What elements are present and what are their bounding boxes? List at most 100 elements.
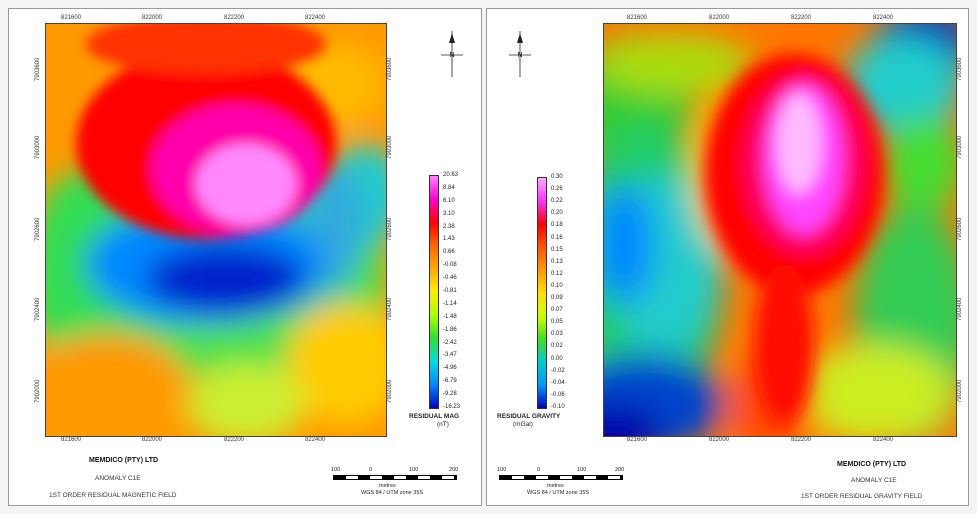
- y-tick-right: 7903000: [957, 135, 963, 159]
- legend-value-label: -1.14: [443, 300, 457, 307]
- x-tick-bottom: 821600: [61, 437, 82, 443]
- scale-label: 0: [369, 467, 373, 473]
- y-tick-right: 7902600: [957, 217, 963, 241]
- x-tick-bottom: 822400: [873, 437, 894, 443]
- legend-value-label: 0.18: [551, 222, 563, 229]
- magnetic-map-graphic: [46, 24, 386, 436]
- legend-value-label: 0.16: [551, 234, 563, 241]
- legend-value-label: -3.47: [443, 352, 457, 359]
- y-tick-right: 7902000: [387, 379, 393, 403]
- legend-value-label: -0.81: [443, 288, 457, 294]
- field-title: 1ST ORDER RESIDUAL GRAVITY FIELD: [801, 493, 923, 500]
- y-tick-right: 7902000: [957, 379, 963, 403]
- legend-value-label: -2.42: [443, 339, 457, 346]
- legend-value-label: 0.12: [551, 270, 563, 277]
- x-tick-bottom: 821600: [627, 437, 648, 443]
- scale-label: 100: [497, 467, 507, 473]
- x-tick-bottom: 822000: [709, 437, 730, 443]
- legend-value-label: 0.09: [551, 295, 563, 302]
- legend-value-label: 6.10: [443, 197, 455, 204]
- x-tick-top: 822400: [873, 15, 894, 21]
- x-tick-top: 821600: [61, 15, 82, 21]
- legend-value-label: -6.79: [443, 378, 457, 385]
- legend-unit: (mGal): [513, 421, 533, 428]
- legend-value-label: 0.07: [551, 307, 563, 314]
- anomaly-label: ANOMALY C1E: [851, 477, 897, 484]
- scale-label: 100: [577, 467, 587, 473]
- scale-bar: [499, 475, 623, 480]
- legend-value-label: -1.86: [443, 326, 457, 333]
- legend-value-label: 0.22: [551, 198, 563, 205]
- gravity-sheet: 821600 822000 822200 822400 821600 82200…: [486, 8, 969, 506]
- legend-value-label: 1.43: [443, 236, 455, 243]
- scale-label: 200: [615, 467, 625, 473]
- north-letter: N: [517, 52, 522, 59]
- residual-magnetic-map: [45, 23, 387, 437]
- x-tick-bottom: 822000: [142, 437, 163, 443]
- gravity-map-graphic: [604, 24, 956, 436]
- north-arrow-icon: N: [437, 29, 467, 79]
- y-tick-right: 7903600: [387, 57, 393, 81]
- legend-value-label: -0.04: [551, 379, 565, 386]
- scale-label: 0: [537, 467, 541, 473]
- legend-value-label: 8.84: [443, 184, 455, 191]
- company-name: MEMDICO (PTY) LTD: [837, 461, 907, 468]
- scale-unit: metres: [547, 483, 564, 489]
- x-tick-top: 822400: [305, 15, 326, 21]
- scale-unit: metres: [379, 483, 396, 489]
- legend-value-label: 0.15: [551, 246, 563, 253]
- y-tick: 7902400: [35, 297, 41, 321]
- projection-label: WGS 84 / UTM zone 35S: [361, 490, 424, 496]
- field-title: 1ST ORDER RESIDUAL MAGNETIC FIELD: [49, 492, 177, 499]
- legend-value-label: 0.66: [443, 249, 455, 256]
- y-tick-right: 7903000: [387, 135, 393, 159]
- magnetic-sheet: 821600 822000 822200 822400 821600 82200…: [8, 8, 482, 506]
- gravity-color-ramp: [537, 177, 547, 409]
- scale-label: 100: [331, 467, 341, 473]
- x-tick-top: 822200: [224, 15, 245, 21]
- y-tick-right: 7903600: [957, 57, 963, 81]
- legend-value-label: -4.96: [443, 365, 457, 372]
- legend-value-label: 0.00: [551, 355, 563, 362]
- y-tick: 7903000: [35, 135, 41, 159]
- y-tick-right: 7902600: [387, 217, 393, 241]
- y-tick: 7903600: [35, 57, 41, 81]
- legend-value-label: 0.10: [551, 282, 563, 289]
- legend-value-label: -9.28: [443, 391, 457, 398]
- y-tick: 7902000: [35, 379, 41, 403]
- x-tick-top: 822200: [791, 15, 812, 21]
- legend-value-label: 20.63: [443, 172, 459, 178]
- x-tick-top: 822000: [142, 15, 163, 21]
- anomaly-label: ANOMALY C1E: [95, 475, 141, 482]
- legend-value-label: 0.03: [551, 331, 563, 338]
- legend-value-label: 2.38: [443, 223, 455, 230]
- scale-bar: [333, 475, 457, 480]
- legend-value-label: -0.46: [443, 275, 457, 282]
- legend-title: RESIDUAL MAG: [409, 413, 460, 420]
- legend-value-label: -1.48: [443, 313, 457, 320]
- legend-title: RESIDUAL GRAVITY: [497, 413, 561, 420]
- magnetic-legend: 20.63 8.84 6.10 3.10 2.38 1.43 0.66 -0.08 -0.46 -…: [429, 172, 479, 410]
- x-tick-bottom: 822200: [791, 437, 812, 443]
- magnetic-color-ramp: [429, 175, 439, 409]
- legend-value-label: 0.26: [551, 186, 563, 193]
- legend-value-label: -0.08: [443, 262, 457, 269]
- x-tick-bottom: 822400: [305, 437, 326, 443]
- residual-gravity-map: [603, 23, 957, 437]
- scale-label: 100: [409, 467, 419, 473]
- y-tick-right: 7902400: [387, 297, 393, 321]
- legend-value-label: 3.10: [443, 210, 455, 217]
- legend-value-label: 0.30: [551, 174, 563, 180]
- x-tick-top: 821600: [627, 15, 648, 21]
- legend-value-label: 0.13: [551, 258, 563, 265]
- legend-value-label: -16.23: [443, 404, 461, 410]
- legend-value-label: 0.05: [551, 319, 563, 326]
- north-arrow-icon: N: [505, 29, 535, 79]
- y-tick: 7902600: [35, 217, 41, 241]
- company-name: MEMDICO (PTY) LTD: [89, 457, 159, 464]
- legend-value-label: 0.02: [551, 343, 563, 350]
- gravity-legend: 0.30 0.26 0.22 0.20 0.18 0.16 0.15 0.13 0.12 0.10…: [537, 174, 587, 410]
- legend-value-label: -0.02: [551, 367, 565, 374]
- north-letter: N: [449, 52, 454, 59]
